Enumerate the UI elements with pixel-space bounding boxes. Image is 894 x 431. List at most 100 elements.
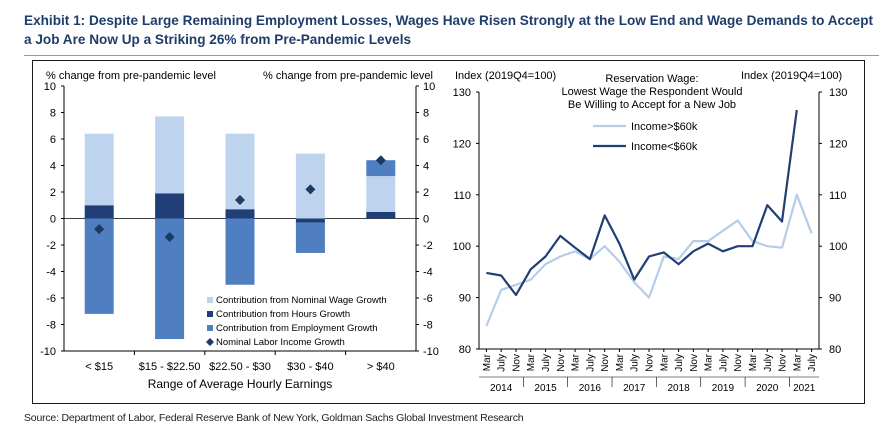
line-x-tick-label: Nov (778, 354, 789, 372)
bar-segment-hours (366, 211, 396, 219)
y-tick-label-left: 8 (50, 108, 56, 120)
line-x-tick-label: Mar (526, 353, 537, 371)
line-x-tick-label: Mar (792, 353, 803, 371)
legend-label: Contribution from Nominal Wage Growth (216, 295, 387, 306)
y-tick-label-left: 0 (50, 214, 56, 226)
income-growth-marker (235, 194, 245, 205)
bar-segment-nominal-wage (366, 176, 396, 212)
left-axis-title: % change from pre-pandemic level (46, 70, 216, 82)
line-y-tick-label-left: 80 (459, 344, 471, 356)
line-x-tick-label: Nov (556, 354, 567, 372)
bar-segment-employment (84, 218, 114, 314)
y-tick-label-right: 4 (423, 161, 429, 173)
bar-segment-nominal-wage (155, 116, 185, 194)
year-label: 2021 (793, 383, 816, 394)
line-x-tick-label: July (541, 354, 552, 372)
bar-segment-nominal-wage (84, 133, 114, 206)
year-label: 2015 (534, 383, 557, 394)
legend-swatch (207, 311, 213, 317)
line-chart-title: Lowest Wage the Respondent Would (561, 86, 742, 98)
y-tick-label-right: 10 (423, 81, 435, 93)
income-growth-marker (375, 155, 386, 166)
bar-segment-hours (84, 205, 114, 219)
legend-label: Contribution from Employment Growth (216, 323, 378, 334)
bar-segment-employment (295, 222, 325, 253)
y-tick-label-right: -8 (423, 320, 433, 332)
legend-swatch (207, 325, 213, 331)
line-x-tick-label: July (718, 354, 729, 372)
x-tick-label: > $40 (367, 361, 395, 373)
line-x-tick-label: July (807, 354, 818, 372)
line-y-tick-label-right: 80 (829, 344, 841, 356)
line-x-tick-label: Nov (645, 354, 656, 372)
line-y-tick-label-left: 90 (459, 293, 471, 305)
legend-label: Nominal Labor Income Growth (216, 337, 345, 348)
bar-segment-employment (366, 160, 396, 177)
bar-segment-employment (225, 218, 255, 285)
figure-frame (32, 60, 865, 404)
line-x-tick-label: Mar (571, 353, 582, 371)
line-y-tick-label-right: 90 (829, 293, 841, 305)
y-tick-label-right: -4 (423, 267, 433, 279)
bar-segment-hours (155, 193, 185, 219)
y-tick-label-left: -10 (40, 346, 56, 358)
year-label: 2018 (667, 383, 690, 394)
line-x-tick-label: July (585, 354, 596, 372)
y-tick-label-right: 2 (423, 187, 429, 199)
line-x-tick-label: Mar (482, 353, 493, 371)
line-y-tick-label-right: 130 (829, 87, 847, 99)
y-tick-label-left: -4 (46, 267, 56, 279)
line-left-axis-title: Index (2019Q4=100) (455, 70, 556, 82)
line-x-tick-label: Nov (511, 354, 522, 372)
line-x-tick-label: July (674, 354, 685, 372)
x-tick-label: $30 - $40 (287, 361, 333, 373)
line-right-axis-title: Index (2019Q4=100) (741, 70, 842, 82)
y-tick-label-left: 2 (50, 187, 56, 199)
year-label: 2019 (712, 383, 735, 394)
line-x-tick-label: Nov (689, 354, 700, 372)
line-y-tick-label-left: 120 (453, 138, 471, 150)
x-tick-label: < $15 (85, 361, 113, 373)
line-y-tick-label-right: 110 (829, 190, 847, 202)
line-legend-label: Income>$60k (631, 121, 698, 133)
line-y-tick-label-left: 130 (453, 87, 471, 99)
line-chart-title: Reservation Wage: (605, 73, 698, 85)
y-tick-label-left: 4 (50, 161, 56, 173)
legend-label: Contribution from Hours Growth (216, 309, 350, 320)
x-tick-label: $22.50 - $30 (209, 361, 271, 373)
series-line-income-below-60k (486, 109, 798, 297)
line-x-tick-label: Nov (733, 354, 744, 372)
y-tick-label-right: -2 (423, 240, 433, 252)
y-tick-label-right: -6 (423, 293, 433, 305)
y-tick-label-right: 0 (423, 214, 429, 226)
income-growth-marker (94, 224, 105, 235)
line-y-tick-label-right: 120 (829, 138, 847, 150)
chart-title: Exhibit 1: Despite Large Remaining Emplo… (24, 13, 874, 47)
line-x-tick-label: July (497, 354, 508, 372)
line-y-tick-label-left: 100 (453, 241, 471, 253)
year-label: 2016 (579, 383, 602, 394)
legend-swatch (207, 297, 213, 303)
income-growth-marker (305, 184, 316, 195)
y-tick-label-left: -6 (46, 293, 56, 305)
bar-segment-hours (295, 218, 325, 223)
line-x-tick-label: July (630, 354, 641, 372)
line-x-tick-label: Mar (748, 353, 759, 371)
y-tick-label-right: -10 (423, 346, 439, 358)
title-divider (24, 55, 879, 56)
right-axis-title: % change from pre-pandemic level (263, 70, 433, 82)
y-tick-label-right: 8 (423, 108, 429, 120)
y-tick-label-left: -2 (46, 240, 56, 252)
x-tick-label: $15 - $22.50 (139, 361, 201, 373)
line-y-tick-label-left: 110 (453, 190, 471, 202)
legend-marker (206, 338, 214, 346)
y-tick-label-right: 6 (423, 134, 429, 146)
y-tick-label-left: -8 (46, 320, 56, 332)
line-x-tick-label: July (763, 354, 774, 372)
line-x-tick-label: Mar (659, 353, 670, 371)
y-tick-label-left: 6 (50, 134, 56, 146)
bar-segment-hours (225, 209, 255, 219)
line-x-tick-label: Mar (615, 353, 626, 371)
source-note: Source: Department of Labor, Federal Res… (24, 412, 524, 424)
year-label: 2020 (756, 383, 779, 394)
